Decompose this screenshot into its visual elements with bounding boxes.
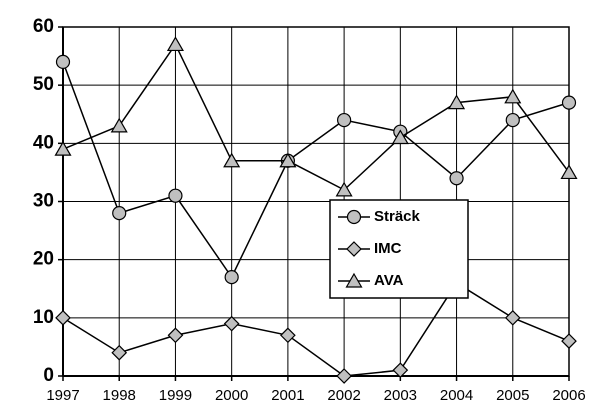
y-tick-label: 40 xyxy=(33,132,54,153)
x-tick-label: 2002 xyxy=(327,387,360,404)
data-point xyxy=(279,152,297,168)
y-tick-label: 10 xyxy=(33,307,54,328)
data-point xyxy=(112,206,127,221)
legend: Sträck IMC AVA xyxy=(329,199,469,299)
data-point xyxy=(392,362,409,379)
y-tick-label: 20 xyxy=(33,249,54,270)
data-point xyxy=(110,117,128,133)
x-tick-label: 2001 xyxy=(271,387,304,404)
x-tick-label: 1997 xyxy=(46,387,79,404)
data-point xyxy=(167,327,184,344)
data-point xyxy=(335,181,353,197)
data-point xyxy=(561,333,577,349)
legend-marker xyxy=(345,272,363,288)
data-point xyxy=(391,129,409,145)
data-point xyxy=(504,88,522,104)
data-point xyxy=(448,94,466,110)
data-point xyxy=(336,368,352,384)
data-point xyxy=(223,152,241,168)
x-tick-label: 2000 xyxy=(215,387,248,404)
data-point xyxy=(55,54,71,70)
legend-label: Sträck xyxy=(374,208,421,225)
data-point xyxy=(223,315,240,332)
data-point xyxy=(54,140,72,156)
x-tick-label: 2006 xyxy=(552,387,585,404)
x-tick-label: 2003 xyxy=(384,387,417,404)
x-tick-label: 1998 xyxy=(103,387,136,404)
y-tick-label: 30 xyxy=(33,191,54,212)
y-tick-label: 50 xyxy=(33,74,54,95)
data-point xyxy=(337,112,352,128)
data-point xyxy=(280,327,296,344)
data-point xyxy=(449,171,464,186)
legend-marker xyxy=(346,241,362,257)
series-line xyxy=(62,61,570,279)
data-point xyxy=(166,36,184,52)
data-point xyxy=(505,112,520,128)
series-line xyxy=(62,281,570,377)
legend-label: AVA xyxy=(374,272,404,289)
data-point xyxy=(168,188,183,203)
data-point xyxy=(224,270,239,285)
data-point xyxy=(55,309,71,326)
x-tick-label: 2005 xyxy=(496,387,529,404)
data-point xyxy=(560,164,578,180)
x-tick-label: 2004 xyxy=(440,387,473,404)
series-line xyxy=(62,42,570,191)
data-point xyxy=(561,95,577,110)
data-point xyxy=(504,309,521,326)
legend-marker xyxy=(346,209,362,225)
legend-label: IMC xyxy=(374,240,402,257)
x-tick-label: 1999 xyxy=(159,387,192,404)
y-tick-label: 0 xyxy=(43,365,54,386)
y-tick-label: 60 xyxy=(33,16,54,37)
data-point xyxy=(111,344,128,361)
